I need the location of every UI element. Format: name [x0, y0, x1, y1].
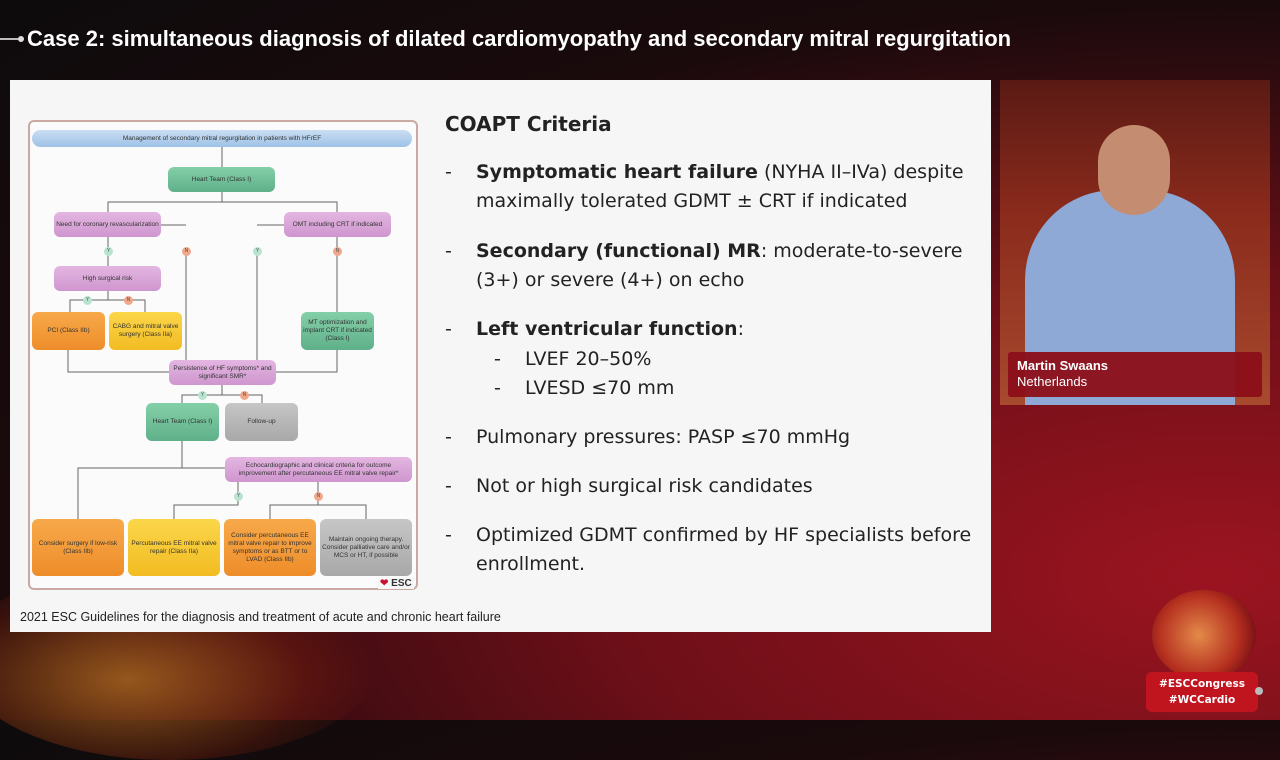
box-persistence: Persistence of HF symptoms* and signific… — [169, 360, 276, 385]
no-marker: N — [314, 492, 323, 501]
hashtag: #ESCCongress — [1159, 678, 1245, 690]
heart-icon: ❤ — [380, 578, 389, 589]
hashtag-badge: #ESCCongress #WCCardio — [1146, 672, 1258, 712]
criteria-title: COAPT Criteria — [445, 112, 612, 136]
hashtag: #WCCardio — [1168, 694, 1236, 706]
page-title: Case 2: simultaneous diagnosis of dilate… — [27, 26, 1012, 51]
box-maintain-therapy: Maintain ongoing therapy. Consider palli… — [320, 519, 412, 576]
yes-marker: Y — [104, 247, 113, 256]
box-echo-criteria: Echocardiographic and clinical criteria … — [225, 457, 412, 482]
speaker-video: Martin Swaans Netherlands — [1000, 80, 1270, 405]
yes-marker: Y — [234, 492, 243, 501]
flowchart-title: Management of secondary mitral regurgita… — [32, 130, 412, 147]
speaker-nameplate: Martin Swaans Netherlands — [1008, 352, 1262, 397]
box-pci: PCI (Class IIb) — [32, 312, 105, 350]
no-marker: N — [240, 391, 249, 400]
box-percutaneous-repair: Percutaneous EE mitral valve repair (Cla… — [128, 519, 220, 576]
slide-caption: 2021 ESC Guidelines for the diagnosis an… — [20, 610, 501, 624]
box-high-surgical-risk: High surgical risk — [54, 266, 161, 291]
no-marker: N — [124, 296, 133, 305]
box-cabg: CABG and mitral valve surgery (Class IIa… — [109, 312, 182, 350]
no-marker: N — [182, 247, 191, 256]
box-coronary-revascularization: Need for coronary revascularization — [54, 212, 161, 237]
speaker-head — [1098, 125, 1170, 215]
slide — [10, 80, 991, 632]
box-mt-optimization: MT optimization and implant CRT if indic… — [301, 312, 374, 350]
yes-marker: Y — [198, 391, 207, 400]
box-heart-team: Heart Team (Class I) — [168, 167, 275, 192]
yes-marker: Y — [253, 247, 262, 256]
box-follow-up: Follow-up — [225, 403, 298, 441]
yes-marker: Y — [83, 296, 92, 305]
title-marker — [0, 36, 24, 42]
globe-logo — [1152, 590, 1256, 680]
flowchart-frame — [28, 120, 418, 590]
box-consider-surgery: Consider surgery if low-risk (Class IIb) — [32, 519, 124, 576]
no-marker: N — [333, 247, 342, 256]
box-consider-percutaneous: Consider percutaneous EE mitral valve re… — [224, 519, 316, 576]
indicator-dot — [1255, 687, 1263, 695]
esc-logo: ❤ ESC — [378, 578, 414, 589]
box-omt-crt: OMT including CRT if indicated — [284, 212, 391, 237]
box-heart-team-2: Heart Team (Class I) — [146, 403, 219, 441]
speaker-name: Martin Swaans — [1017, 358, 1109, 373]
speaker-country: Netherlands — [1017, 374, 1088, 389]
